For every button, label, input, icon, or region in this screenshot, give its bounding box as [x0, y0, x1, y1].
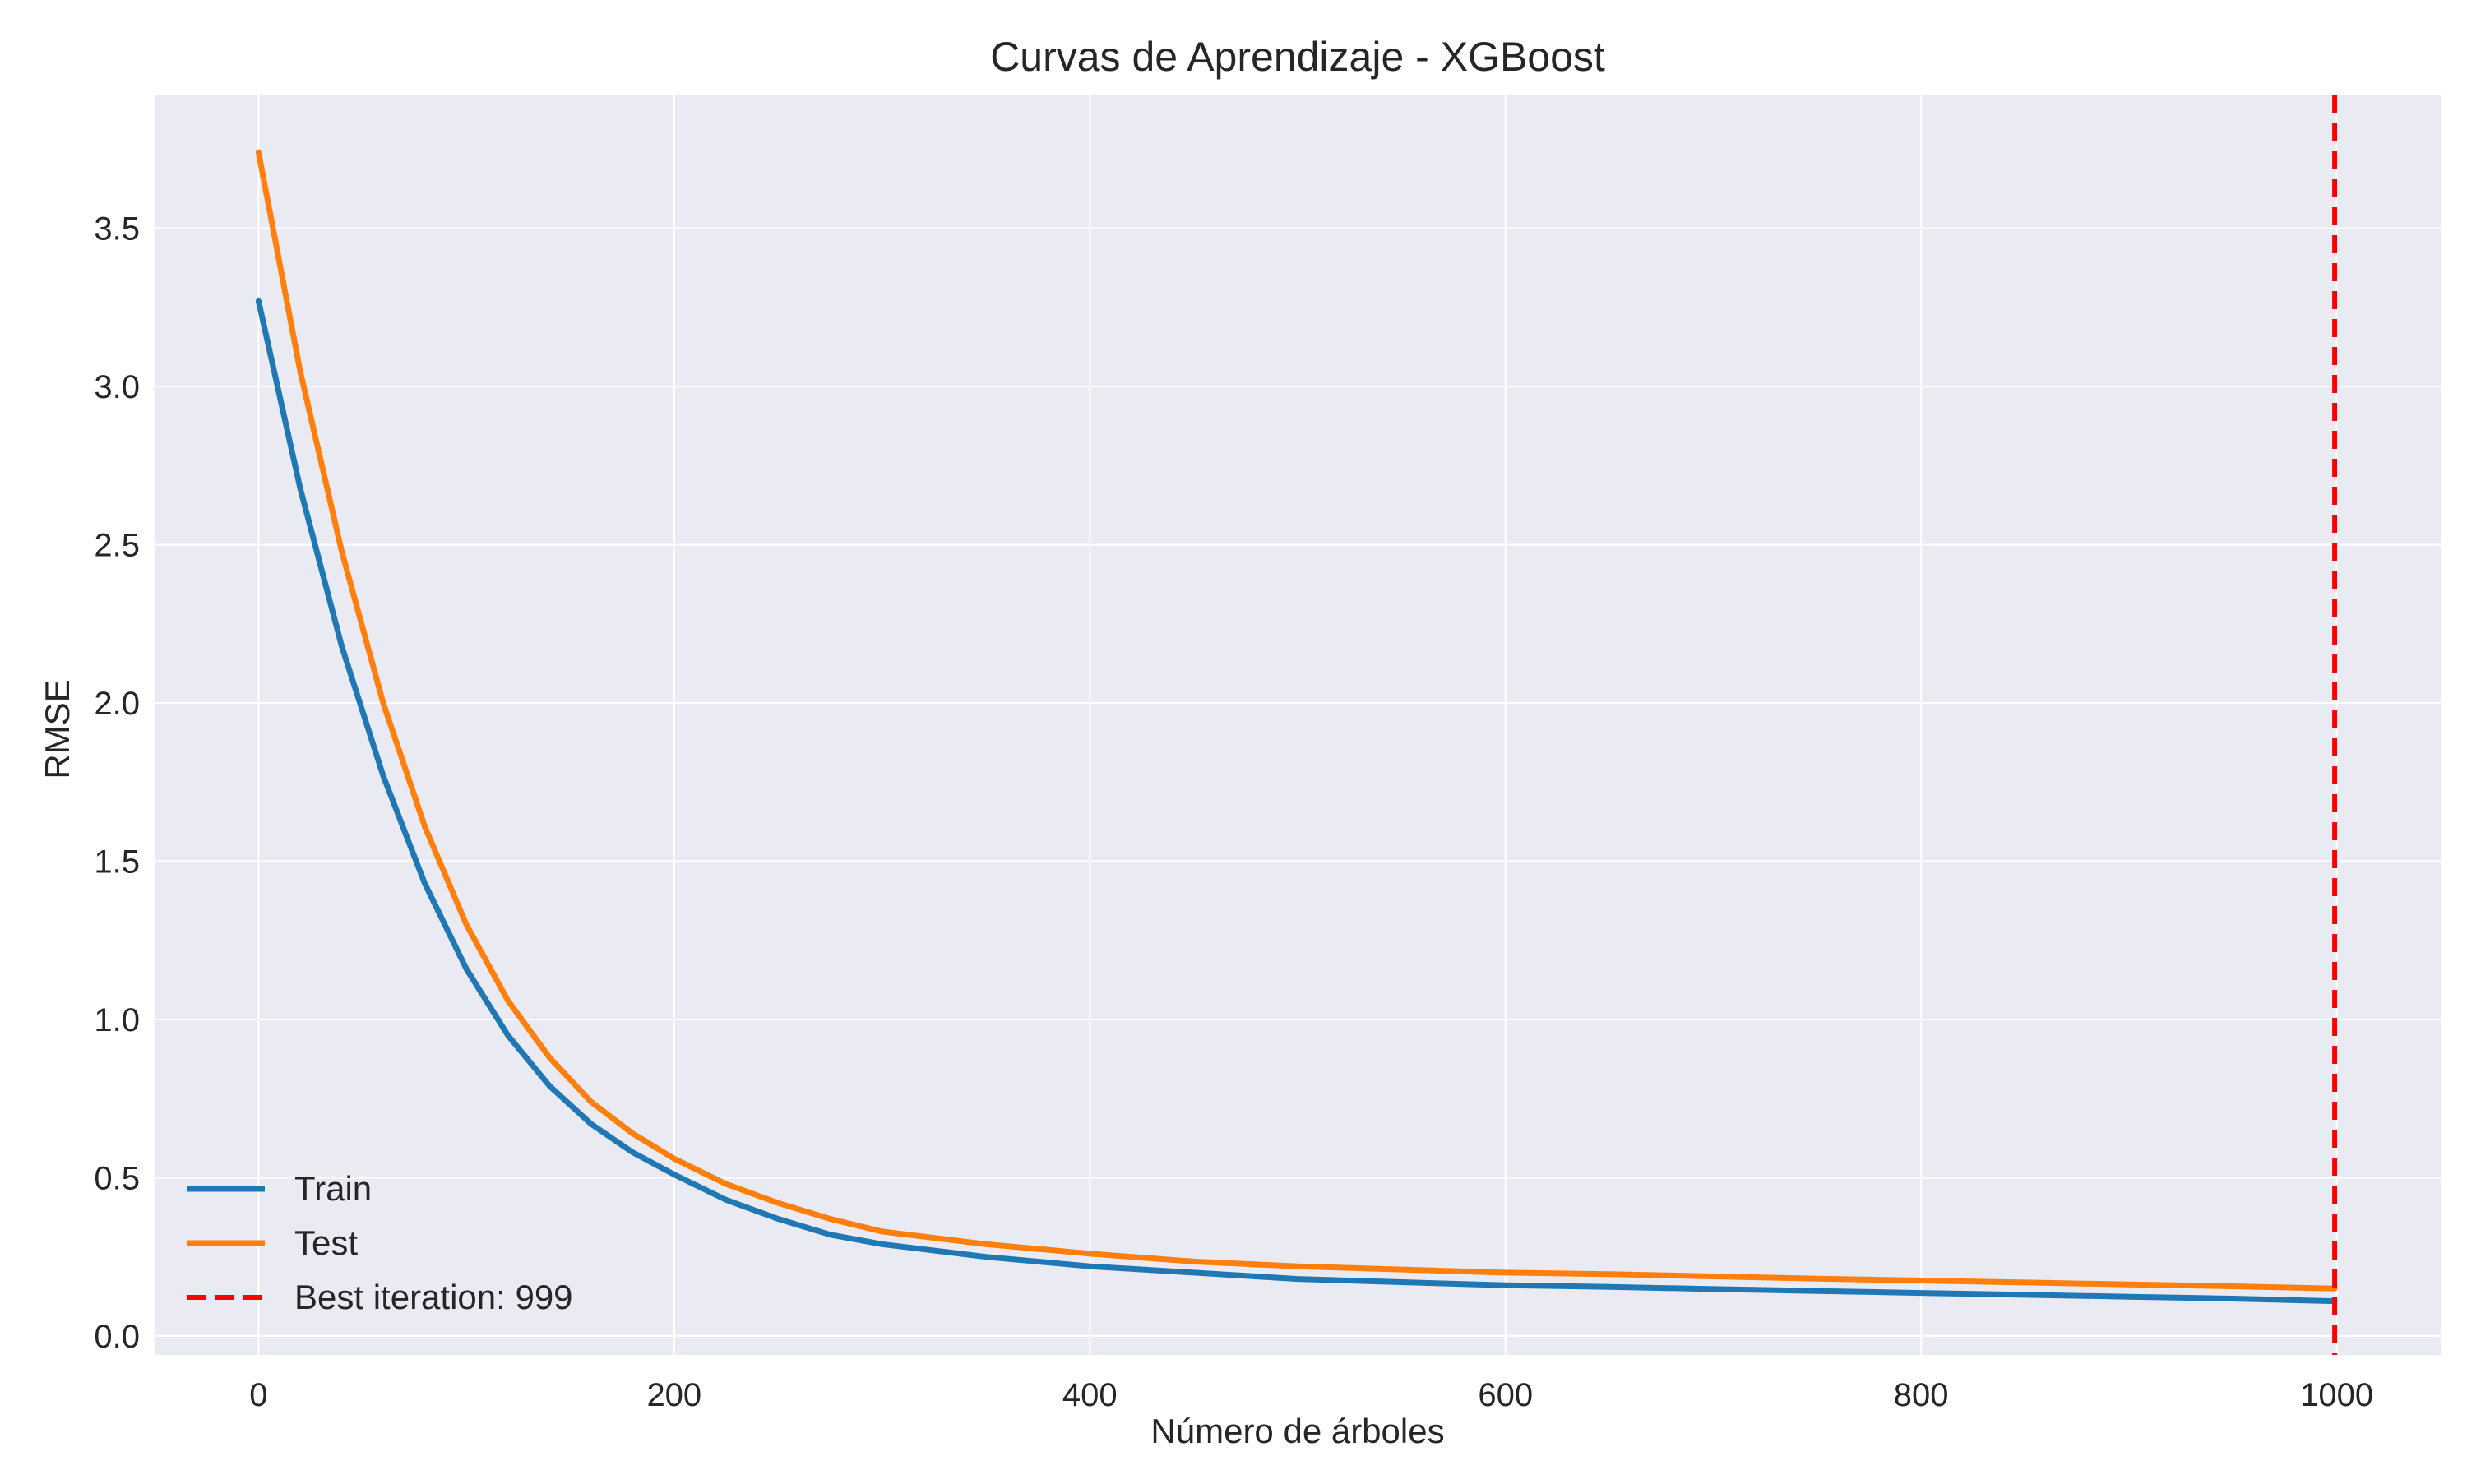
legend-label-train: Train	[294, 1169, 372, 1208]
y-tick-label: 0.5	[94, 1160, 140, 1196]
chart-title: Curvas de Aprendizaje - XGBoost	[990, 34, 1605, 80]
legend: Train Test Best iteration: 999	[187, 1169, 573, 1316]
plot-background	[155, 95, 2441, 1355]
y-axis-label: RMSE	[38, 679, 76, 779]
x-tick-label: 1000	[2300, 1377, 2373, 1413]
y-tick-label: 3.0	[94, 369, 140, 405]
series-layer	[255, 95, 2338, 1355]
y-tick-label: 1.5	[94, 844, 140, 881]
y-tick-label: 1.0	[94, 1002, 140, 1038]
x-axis: 0 200 400 600 800 1000	[249, 1377, 2373, 1413]
x-tick-label: 0	[249, 1377, 267, 1413]
x-tick-label: 200	[646, 1377, 701, 1413]
x-axis-label: Número de árboles	[1150, 1412, 1444, 1450]
x-tick-label: 600	[1478, 1377, 1533, 1413]
y-tick-label: 2.5	[94, 528, 140, 564]
y-axis: 0.0 0.5 1.0 1.5 2.0 2.5 3.0 3.5	[94, 211, 140, 1355]
y-tick-label: 0.0	[94, 1319, 140, 1355]
legend-label-test: Test	[294, 1223, 358, 1262]
y-tick-label: 2.0	[94, 686, 140, 722]
y-tick-label: 3.5	[94, 211, 140, 247]
series-line-train	[255, 298, 2338, 1305]
legend-label-best-iteration: Best iteration: 999	[294, 1278, 573, 1316]
x-tick-label: 800	[1894, 1377, 1949, 1413]
series-line-test	[255, 149, 2338, 1292]
x-tick-label: 400	[1062, 1377, 1118, 1413]
